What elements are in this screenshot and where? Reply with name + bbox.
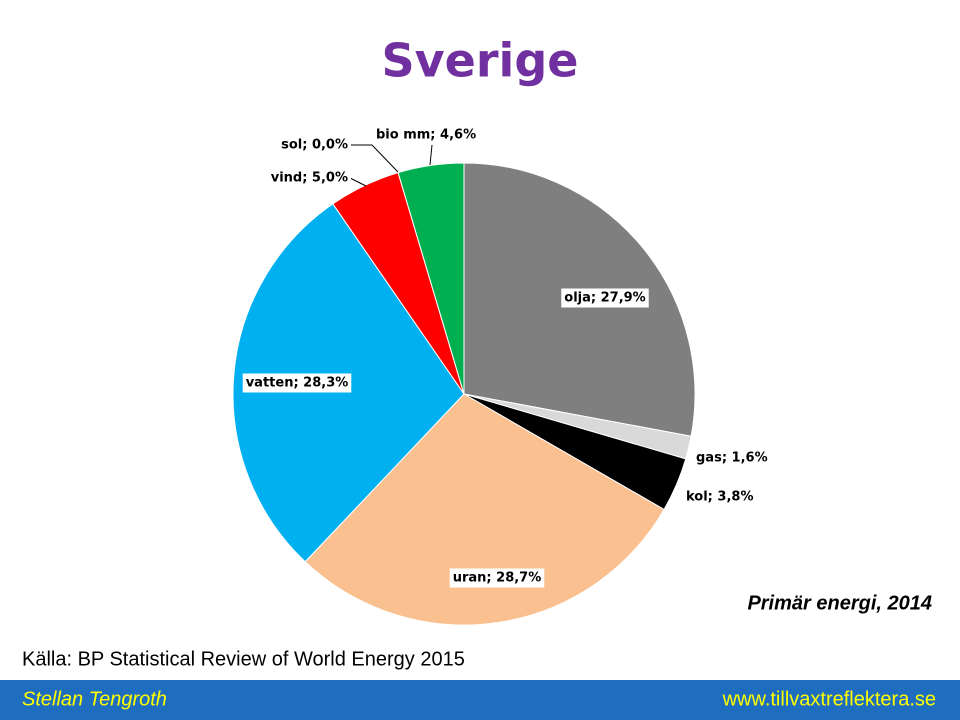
source: Källa: BP Statistical Review of World En… — [22, 648, 465, 670]
chart-title: Sverige — [382, 34, 579, 88]
label-bg — [693, 448, 771, 468]
footer-author: Stellan Tengroth — [22, 688, 167, 710]
pie: olja; 27,9% gas; 1,6% kol; 3,8% uran; 28,7%… — [232, 125, 771, 626]
pie-slice — [304, 393, 665, 626]
label-bg — [267, 168, 351, 188]
annotation: Primär energi, 2014 — [747, 592, 932, 614]
data-label: uran; 28,7% — [453, 571, 542, 586]
data-label: vind; 5,0% — [271, 171, 348, 186]
label-bg — [449, 568, 545, 588]
label-bg — [278, 135, 351, 155]
pie-slice — [397, 162, 465, 395]
data-label: kol; 3,8% — [686, 490, 753, 505]
data-label: vatten; 28,3% — [246, 376, 349, 391]
leader-line — [429, 144, 433, 166]
leader-line — [349, 177, 367, 187]
footer-bar — [0, 680, 960, 720]
label-bg — [683, 487, 757, 507]
data-label: bio mm; 4,6% — [376, 128, 476, 143]
label-bg — [242, 373, 352, 393]
data-label: olja; 27,9% — [564, 291, 645, 306]
footer-url: www.tillvaxtreflektera.se — [722, 688, 936, 710]
data-label: sol; 0,0% — [281, 138, 348, 153]
leader-line — [350, 144, 399, 173]
data-label: gas; 1,6% — [696, 451, 768, 466]
label-bg — [561, 288, 649, 308]
label-bg — [373, 125, 480, 145]
